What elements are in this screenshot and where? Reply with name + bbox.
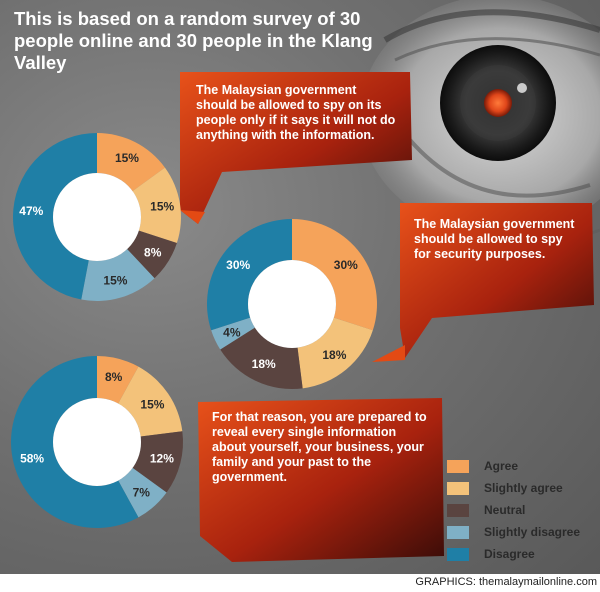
chart-1-label-slightly-agree: 15% xyxy=(150,200,174,214)
chart-1-slice-slightly-agree xyxy=(132,167,181,243)
legend-swatch-disagree xyxy=(447,548,469,561)
chart-2-slice-disagree xyxy=(207,219,292,331)
legend-item-neutral: Neutral xyxy=(447,502,597,524)
legend-swatch-slightly-agree xyxy=(447,482,469,495)
chart-3-label-slightly-agree: 15% xyxy=(140,397,164,411)
chart-1-label-agree: 15% xyxy=(115,151,139,165)
legend-label-disagree: Disagree xyxy=(484,547,535,561)
question-2-text: The Malaysian government should be allow… xyxy=(414,217,575,261)
chart-2-slice-agree xyxy=(292,219,378,331)
chart-1-slice-slightly-disagree xyxy=(81,249,155,301)
legend-swatch-neutral xyxy=(447,504,469,517)
chart-2-label-slightly-agree: 18% xyxy=(322,348,346,362)
chart-3-slice-disagree xyxy=(10,356,139,529)
chart-3-slice-agree xyxy=(97,356,139,404)
chart-3-label-slightly-disagree: 7% xyxy=(133,485,151,499)
chart-2-label-disagree: 30% xyxy=(226,258,250,272)
question-1-text: The Malaysian government should be allow… xyxy=(196,83,396,142)
legend-item-slightly-agree: Slightly agree xyxy=(447,480,597,502)
legend-label-slightly-disagree: Slightly disagree xyxy=(484,525,581,539)
footer: GRAPHICS: themalaymailonline.com xyxy=(0,574,600,592)
question-3-text: For that reason, you are prepared to rev… xyxy=(212,410,427,484)
chart-1-slice-disagree xyxy=(13,133,97,300)
chart-3-label-disagree: 58% xyxy=(20,452,44,466)
chart-1-label-disagree: 47% xyxy=(19,204,43,218)
callout-box-2 xyxy=(400,203,594,358)
chart-2-slice-neutral xyxy=(220,327,303,389)
chart-1-label-neutral: 8% xyxy=(144,245,162,259)
chart-1-slice-neutral xyxy=(127,230,177,279)
legend-label-slightly-agree: Slightly agree xyxy=(484,481,563,495)
chart-2-label-neutral: 18% xyxy=(252,357,276,371)
page-title: This is based on a random survey of 30 p… xyxy=(14,8,373,73)
legend-swatch-slightly-disagree xyxy=(447,526,469,539)
chart-2-hole xyxy=(248,260,336,348)
legend-label-agree: Agree xyxy=(484,459,519,473)
chart-1-slice-agree xyxy=(97,133,165,192)
legend-swatch-agree xyxy=(447,460,469,473)
chart-1-label-slightly-disagree: 15% xyxy=(103,273,127,287)
chart-2-label-agree: 30% xyxy=(334,258,358,272)
legend-item-agree: Agree xyxy=(447,458,597,480)
chart-3-label-agree: 8% xyxy=(105,370,123,384)
chart-2-label-slightly-disagree: 4% xyxy=(223,325,241,339)
chart-3-slice-neutral xyxy=(132,431,184,493)
legend-item-disagree: Disagree xyxy=(447,546,597,568)
chart-3-slice-slightly-agree xyxy=(118,366,183,437)
legend-item-slightly-disagree: Slightly disagree xyxy=(447,524,597,546)
chart-1-hole xyxy=(53,173,141,261)
chart-2-slice-slightly-agree xyxy=(297,317,373,389)
callout-box-1 xyxy=(180,72,412,224)
legend-label-neutral: Neutral xyxy=(484,503,526,517)
graphics-credit: GRAPHICS: themalaymailonline.com xyxy=(415,576,597,588)
chart-3-hole xyxy=(53,398,141,486)
callout-box-3 xyxy=(198,398,444,562)
legend: Agree Slightly agree Neutral Slightly di… xyxy=(447,458,597,568)
chart-3-label-neutral: 12% xyxy=(150,452,174,466)
chart-3-slice-slightly-disagree xyxy=(118,467,167,518)
pupil-icon xyxy=(484,89,512,117)
chart-2-slice-slightly-disagree xyxy=(211,317,255,350)
